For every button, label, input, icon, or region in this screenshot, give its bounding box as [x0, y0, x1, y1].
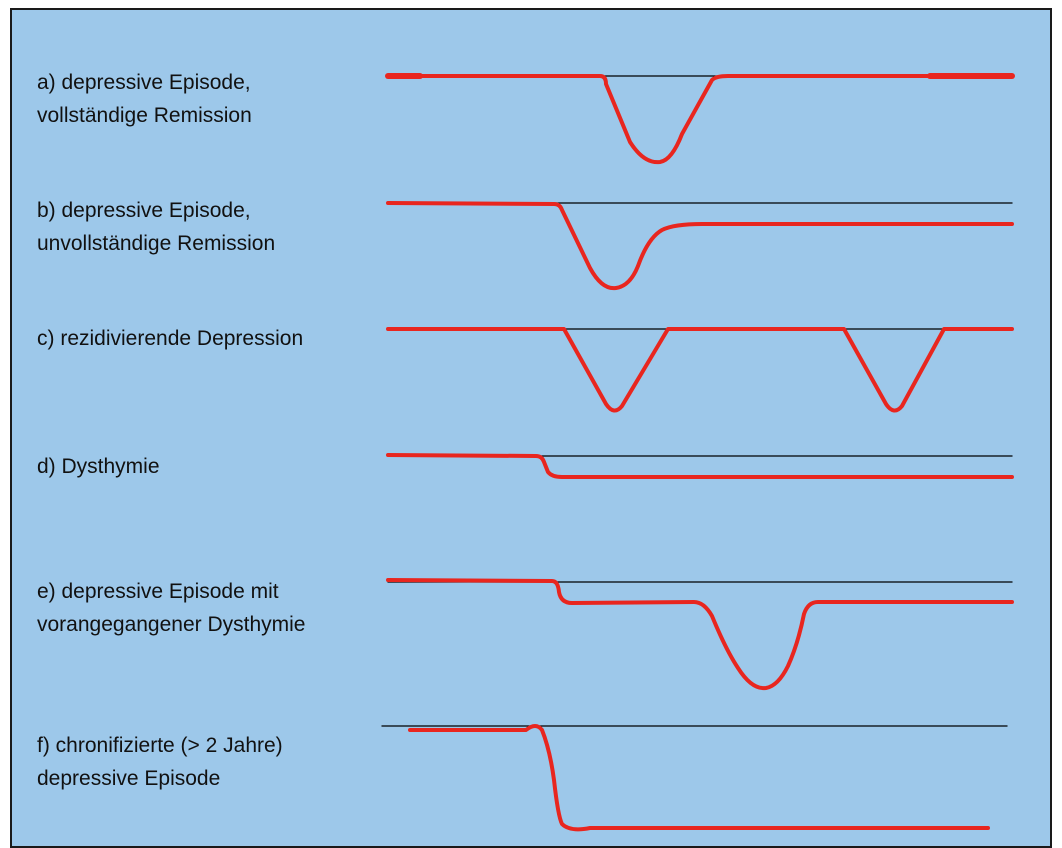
- diagram-frame: a) depressive Episode, vollständige Remi…: [10, 8, 1052, 848]
- label-f: f) chronifizierte (> 2 Jahre) depressive…: [37, 729, 283, 795]
- label-c: c) rezidivierende Depression: [37, 322, 303, 355]
- label-b: b) depressive Episode, unvollständige Re…: [37, 194, 275, 260]
- curve-d: [386, 453, 1014, 479]
- curve-e: [386, 578, 1014, 691]
- label-c-line-1: c) rezidivierende Depression: [37, 327, 304, 350]
- label-b-line-2: unvollständige Remission: [37, 232, 276, 255]
- label-a: a) depressive Episode, vollständige Remi…: [37, 66, 252, 132]
- label-f-line-2: depressive Episode: [37, 767, 221, 790]
- course-f: [408, 724, 990, 832]
- course-a: [386, 74, 1014, 165]
- course-b: [386, 201, 1014, 291]
- label-a-line-2: vollständige Remission: [37, 104, 252, 127]
- course-e: [386, 578, 1014, 691]
- course-curves: [381, 73, 1015, 832]
- label-a-line-1: a) depressive Episode,: [37, 71, 251, 94]
- label-e: e) depressive Episode mit vorangegangene…: [37, 575, 306, 641]
- curve-a: [385, 73, 1015, 165]
- curve-c: [386, 327, 1014, 413]
- label-e-line-1: e) depressive Episode mit: [37, 580, 279, 603]
- label-d: d) Dysthymie: [37, 450, 160, 483]
- curve-b: [386, 201, 1014, 291]
- curve-f: [381, 724, 1008, 832]
- label-b-line-1: b) depressive Episode,: [37, 199, 251, 222]
- course-c: [386, 327, 1014, 413]
- label-d-line-1: d) Dysthymie: [37, 455, 160, 478]
- label-f-line-1: f) chronifizierte (> 2 Jahre): [37, 734, 283, 757]
- label-e-line-2: vorangegangener Dysthymie: [37, 613, 306, 636]
- course-d: [386, 453, 1014, 479]
